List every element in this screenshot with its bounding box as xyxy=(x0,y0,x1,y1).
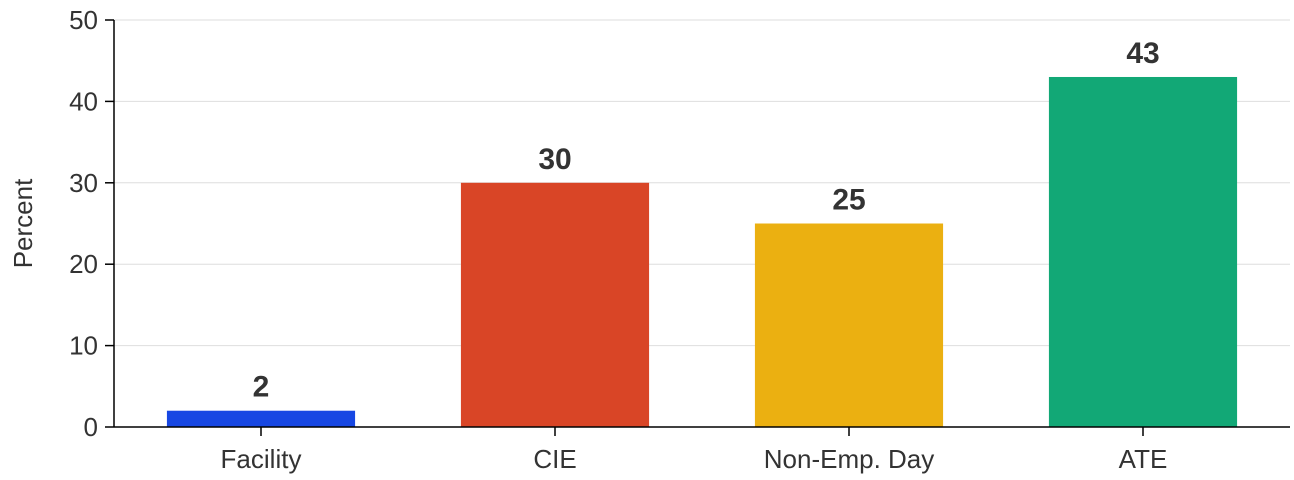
y-tick-label: 0 xyxy=(84,412,98,442)
x-tick-labels: Facility CIE Non-Emp. Day ATE xyxy=(221,444,1168,474)
y-tick-label: 40 xyxy=(69,86,98,116)
y-tick-labels: 0 10 20 30 40 50 xyxy=(69,5,98,442)
bar-cie xyxy=(460,182,650,427)
bar-non-emp-day xyxy=(754,223,944,427)
bar-facility xyxy=(166,410,356,427)
x-tick-label: Facility xyxy=(221,444,302,474)
data-label: 30 xyxy=(538,143,571,176)
x-tick-label: ATE xyxy=(1119,444,1168,474)
y-tick-label: 20 xyxy=(69,249,98,279)
y-tick-label: 50 xyxy=(69,5,98,35)
data-label: 2 xyxy=(253,371,270,404)
x-tick-label: Non-Emp. Day xyxy=(764,444,935,474)
y-tick-label: 30 xyxy=(69,168,98,198)
x-tick-label: CIE xyxy=(533,444,576,474)
data-label: 43 xyxy=(1126,37,1159,70)
axes xyxy=(105,19,1290,436)
y-tick-label: 10 xyxy=(69,331,98,361)
bars xyxy=(166,76,1238,427)
data-label: 25 xyxy=(832,184,865,217)
data-labels: 2 30 25 43 xyxy=(253,37,1160,404)
bar-ate xyxy=(1048,76,1238,427)
y-axis-title: Percent xyxy=(8,178,38,268)
